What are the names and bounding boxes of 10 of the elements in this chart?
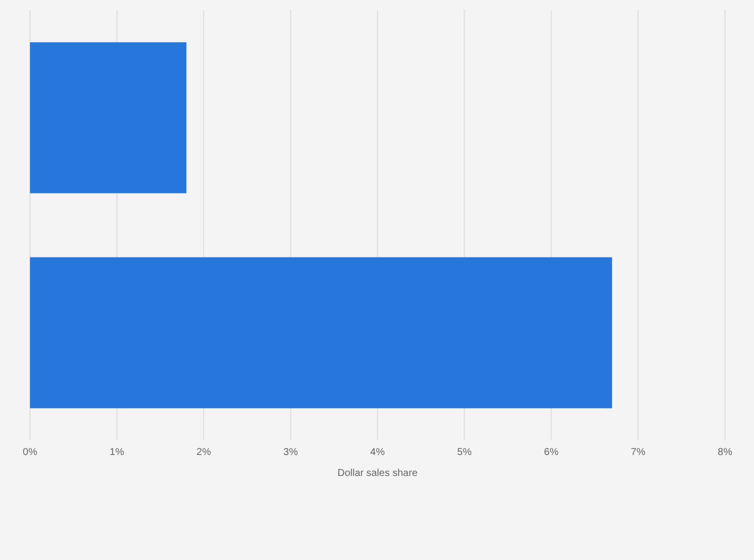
x-tick-label: 0% (22, 447, 38, 458)
x-tick-label: 6% (544, 447, 559, 458)
x-tick-label: 3% (283, 447, 298, 458)
x-tick-label: 2% (196, 447, 212, 458)
x-axis-title: Dollar sales share (337, 468, 418, 479)
x-tick-label: 5% (457, 447, 472, 458)
x-tick-label: 4% (370, 447, 385, 458)
x-tick-label: 8% (718, 447, 732, 458)
x-tick-label: 7% (630, 447, 646, 458)
x-tick-label: 1% (110, 447, 124, 458)
